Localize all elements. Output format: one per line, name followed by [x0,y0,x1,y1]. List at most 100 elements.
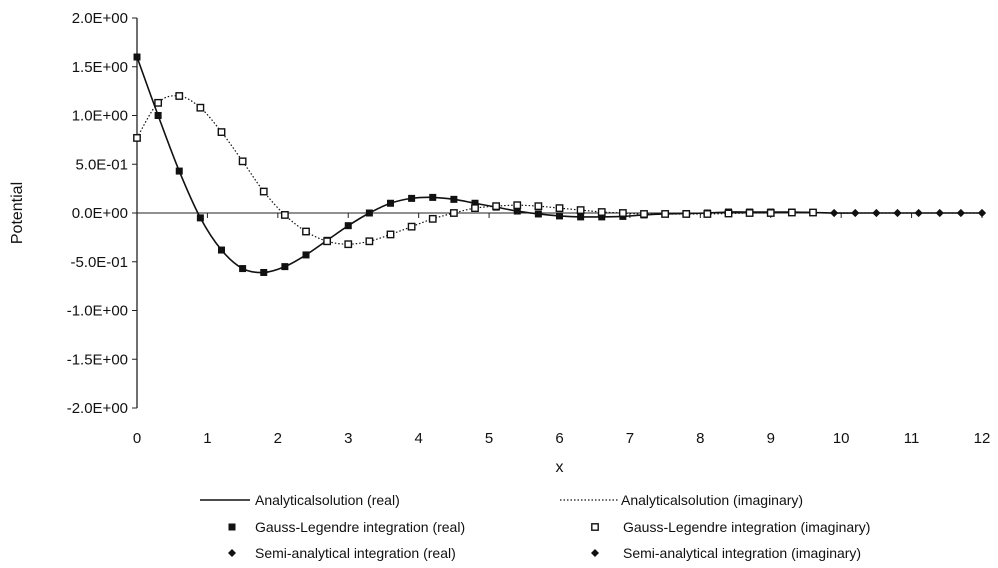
x-tick-label: 9 [767,430,775,447]
series-layer [133,53,986,276]
y-tick-label: 1.0E+00 [72,108,128,125]
data-point [450,195,458,203]
data-point [598,213,606,221]
legend-label: Semi-analytical integration (real) [255,545,456,561]
data-point [935,209,944,217]
x-tick-label: 11 [904,430,920,447]
legend-swatch [228,549,236,557]
y-tick-label: 5.0E-01 [75,156,128,173]
series-line [136,56,982,274]
legend-swatch [591,549,599,557]
x-tick-label: 7 [626,430,634,447]
data-point [534,210,542,218]
data-point [851,209,860,217]
y-tick-label: 0.0E+00 [72,205,128,222]
data-point [408,194,416,202]
data-point [133,53,141,61]
data-point [302,251,310,259]
data-point [534,202,543,211]
data-point [449,209,458,217]
data-point [302,227,310,236]
legend-swatch [228,523,236,531]
series-line [136,95,982,245]
data-point [555,204,564,213]
x-tick-label: 8 [696,430,704,447]
data-point [344,240,353,249]
y-tick-label: -1.0E+00 [67,303,128,320]
x-tick-label: 10 [833,430,850,447]
legend-label: Gauss-Legendre integration (real) [255,519,465,535]
data-point [513,201,522,210]
data-point [428,214,437,223]
data-point [640,210,648,218]
data-point [259,187,268,196]
series-2 [136,95,982,245]
legend-item: Gauss-Legendre integration (real) [228,519,465,535]
x-tick-label: 5 [485,430,493,447]
x-tick-label: 0 [133,430,141,447]
data-point [492,202,501,211]
data-point [407,222,416,231]
y-axis-ticks: 2.0E+00 1.5E+00 1.0E+00 5.0E-01 0.0E+00 -5.0E… [67,10,137,417]
data-point [260,268,268,276]
data-point [217,128,226,136]
data-point [513,207,521,215]
series-1 [136,56,982,274]
x-tick-label: 2 [274,430,282,447]
data-point [154,112,162,119]
data-point [280,211,289,219]
data-point [766,209,775,217]
x-tick-label: 12 [974,430,991,447]
data-point [196,214,204,222]
data-point [682,210,691,218]
data-point [956,209,965,217]
x-tick-label: 3 [344,430,352,447]
legend-label: Semi-analytical integration (imaginary) [623,545,861,561]
y-tick-label: -1.5E+00 [67,351,128,368]
data-point [365,237,374,246]
y-tick-label: 1.5E+00 [72,59,128,76]
data-point [386,230,395,239]
legend-item: Semi-analytical integration (real) [228,545,456,561]
data-point [344,222,352,230]
data-point [787,208,796,217]
data-point [429,193,437,201]
data-point [133,134,141,142]
data-point [576,206,585,214]
x-tick-label: 4 [414,430,422,447]
legend-item: Semi-analytical integration (imaginary) [591,545,861,561]
legend-label: Gauss-Legendre integration (imaginary) [623,519,870,535]
data-point [218,246,225,254]
data-point [978,209,986,217]
data-point [893,209,902,217]
data-point [196,103,205,112]
data-point [809,208,817,217]
x-tick-label: 1 [203,430,211,447]
legend: Analyticalsolution (real) Analyticalsolut… [200,492,870,561]
x-tick-label: 6 [555,430,563,447]
series-4 [133,92,817,249]
y-axis-title: Potential [9,182,26,244]
data-point [471,204,479,213]
data-point [556,212,563,220]
data-point [175,92,184,100]
data-point [724,209,733,218]
data-point [365,209,373,217]
x-axis-ticks: 0 1 2 3 4 5 6 7 8 9 10 11 12 [133,213,991,447]
legend-item: Analyticalsolution (imaginary) [560,492,803,508]
data-point [471,199,479,207]
data-point [281,263,289,271]
data-point [577,213,585,221]
data-point [830,209,839,217]
data-point [323,237,332,246]
data-point [872,209,881,217]
data-point [703,210,712,218]
x-axis-title: x [556,459,564,476]
data-point [154,98,163,107]
legend-swatch [591,523,599,531]
legend-item: Analyticalsolution (real) [200,492,400,508]
data-point [175,167,183,175]
legend-label: Analyticalsolution (real) [255,492,400,508]
data-point [597,208,606,216]
